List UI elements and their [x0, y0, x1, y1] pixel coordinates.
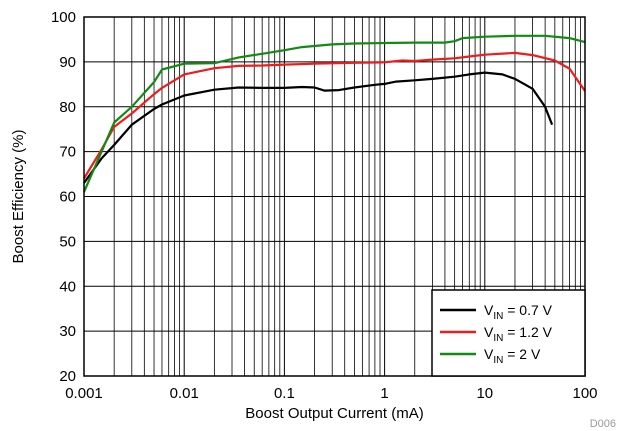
y-tick-label: 100 — [51, 9, 76, 26]
legend-entry: VIN = 2 V — [484, 346, 541, 366]
x-tick-label: 10 — [476, 385, 493, 402]
x-tick-label: 0.1 — [274, 385, 295, 402]
x-tick-label: 100 — [572, 385, 597, 402]
series-line-1 — [83, 51, 586, 180]
figure-tag: D006 — [590, 418, 616, 430]
legend-entry: VIN = 0.7 V — [484, 302, 553, 322]
y-axis-label: Boost Efficiency (%) — [10, 130, 27, 264]
y-tick-label: 40 — [59, 278, 76, 295]
x-axis-label: Boost Output Current (mA) — [245, 405, 423, 422]
x-tick-labels: 0.001 0.01 0.1 1 10 100 — [65, 385, 597, 402]
legend-entry: VIN = 1.2 V — [484, 324, 553, 344]
x-tick-label: 1 — [380, 385, 388, 402]
x-tick-label: 0.001 — [65, 385, 103, 402]
y-tick-label: 50 — [59, 233, 76, 250]
y-tick-label: 90 — [59, 54, 76, 71]
series-lines — [82, 34, 586, 193]
y-tick-labels: 20 30 40 50 60 70 80 90 100 — [51, 9, 76, 385]
y-tick-label: 30 — [59, 323, 76, 340]
y-tick-label: 60 — [59, 189, 76, 206]
plot-frame — [83, 16, 586, 377]
series-line-0 — [83, 71, 554, 184]
y-tick-label: 80 — [59, 99, 76, 116]
y-tick-label: 20 — [59, 368, 76, 385]
y-tick-label: 70 — [59, 144, 76, 161]
series-line-2 — [82, 34, 586, 193]
x-tick-label: 0.01 — [170, 385, 199, 402]
